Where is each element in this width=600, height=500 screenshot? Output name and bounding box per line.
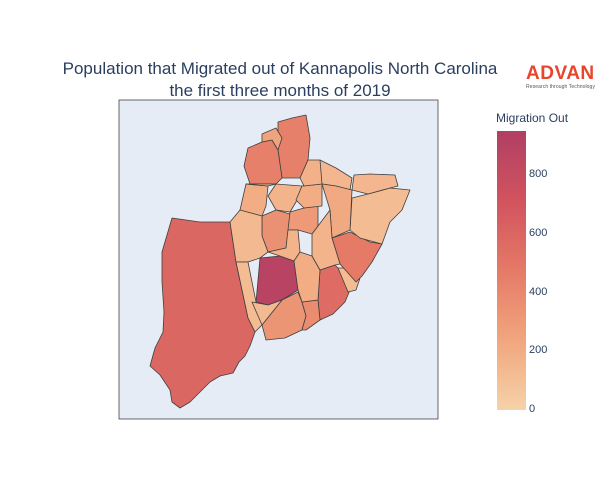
logo-tagline: Research through Technology bbox=[526, 84, 596, 90]
colorbar-tick-label: 0 bbox=[529, 403, 536, 415]
colorbar-tick-label: 600 bbox=[529, 226, 548, 239]
chart-title-line1: Population that Migrated out of Kannapol… bbox=[62, 59, 498, 78]
chart-title: Population that Migrated out of Kannapol… bbox=[0, 58, 560, 102]
map-region[interactable] bbox=[245, 183, 277, 187]
chart-title-line2: the first three months of 2019 bbox=[169, 81, 391, 100]
map-region[interactable] bbox=[261, 127, 283, 151]
map-region[interactable] bbox=[311, 209, 341, 271]
colorbar-tick-label: 800 bbox=[529, 168, 548, 181]
map-region[interactable] bbox=[251, 299, 283, 326]
map-region[interactable] bbox=[295, 183, 323, 209]
logo-brand: ADVAN bbox=[526, 63, 595, 84]
map-region[interactable] bbox=[261, 209, 291, 253]
colorbar bbox=[497, 131, 526, 410]
map-region[interactable] bbox=[235, 261, 263, 333]
map-region[interactable] bbox=[299, 159, 323, 187]
colorbar-tick-label: 200 bbox=[529, 344, 548, 357]
map-region[interactable] bbox=[351, 173, 399, 195]
map-region[interactable] bbox=[229, 209, 269, 263]
map-region[interactable] bbox=[267, 229, 301, 262]
map-region[interactable] bbox=[293, 251, 321, 303]
legend-title: Migration Out bbox=[496, 111, 569, 125]
colorbar-tick-label: 400 bbox=[529, 285, 548, 298]
advan-logo: ADVAN Research through Technology bbox=[526, 63, 596, 91]
